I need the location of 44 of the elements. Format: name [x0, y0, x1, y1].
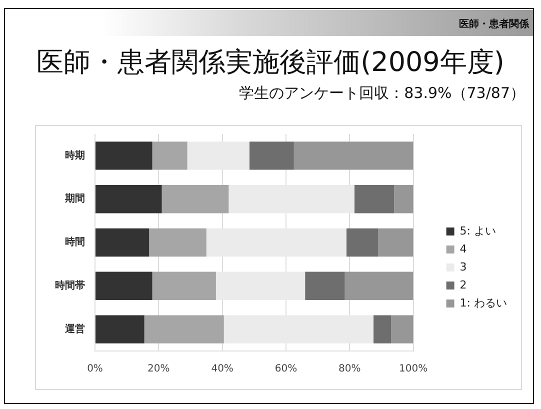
- y-tick-label: 運営: [64, 322, 85, 335]
- bar: [206, 228, 346, 257]
- y-tick-label: 時間帯: [55, 279, 85, 292]
- bar: [96, 142, 152, 170]
- bar: [394, 184, 414, 214]
- bar: [305, 272, 345, 300]
- bar: [96, 184, 162, 214]
- x-tick-label: 20%: [148, 364, 170, 375]
- bar: [346, 228, 378, 257]
- bar: [216, 272, 306, 300]
- legend-label: 1: わるい: [460, 296, 507, 310]
- legend-label: 2: [460, 278, 467, 292]
- bar: [152, 142, 188, 170]
- bar: [249, 142, 294, 170]
- bar: [374, 315, 392, 344]
- x-tick-label: 60%: [274, 364, 298, 375]
- y-tick-label: 時期: [65, 149, 85, 162]
- bar: [378, 228, 414, 257]
- bar: [391, 315, 414, 344]
- x-tick-label: 80%: [338, 364, 361, 375]
- y-tick-label: 時間: [65, 236, 85, 248]
- bar: [354, 184, 394, 214]
- legend-label: 3: [460, 260, 467, 274]
- bar: [96, 272, 152, 300]
- bar: [344, 272, 414, 300]
- bar: [144, 315, 224, 344]
- bar: [149, 228, 206, 257]
- x-tick-label: 100%: [399, 364, 428, 375]
- y-tick-label: 期間: [64, 192, 85, 205]
- x-tick-label: 0%: [87, 364, 103, 375]
- chart-title: 医師・患者関係実施後評価(2009年度): [36, 46, 506, 80]
- text: 医師・患者関係: [459, 18, 529, 31]
- bar: [96, 315, 144, 344]
- bar: [96, 228, 150, 257]
- bar: [187, 142, 250, 170]
- legend-label: 4: [460, 242, 467, 256]
- x-tick-label: 40%: [211, 364, 234, 375]
- legend-label: 5: よい: [460, 224, 496, 238]
- bar: [162, 184, 229, 214]
- bar: [228, 184, 354, 214]
- bar: [152, 272, 216, 300]
- bar: [224, 315, 374, 344]
- chart-subtitle: 学生のアンケート回収：83.9%（73/87）: [239, 84, 525, 103]
- bar: [294, 142, 414, 170]
